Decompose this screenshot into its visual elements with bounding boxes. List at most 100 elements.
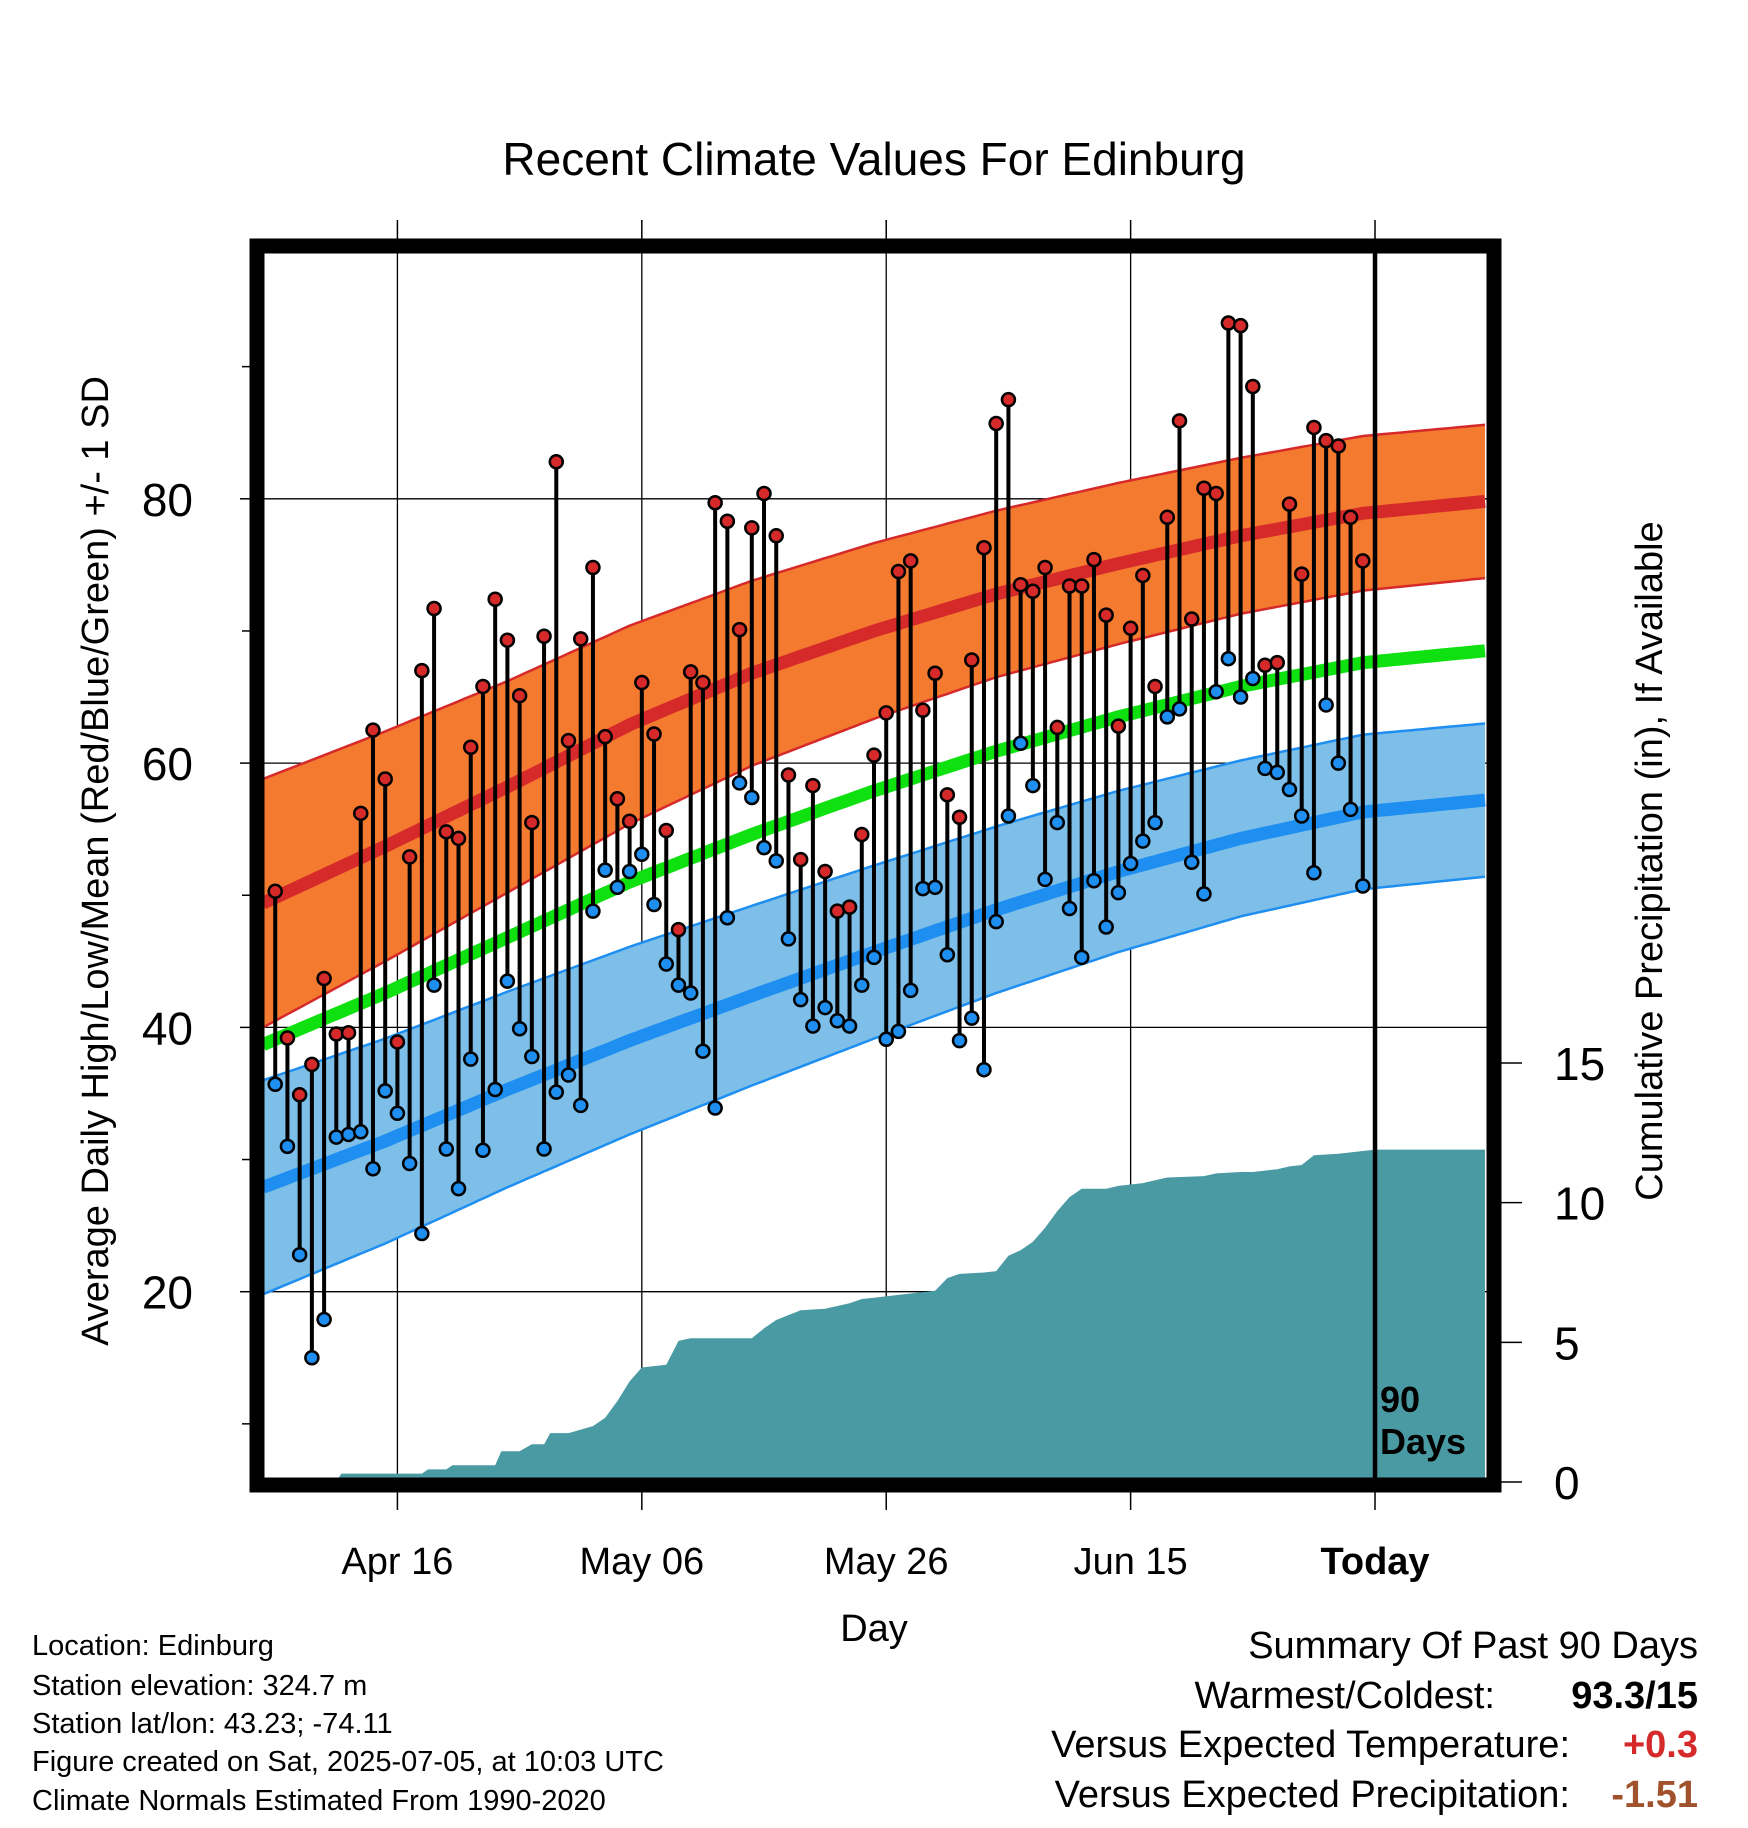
warm-cold-label: Warmest/Coldest: bbox=[1194, 1675, 1495, 1717]
daily-high-point bbox=[1269, 654, 1286, 671]
today-days-label: 90 Days bbox=[1380, 1379, 1466, 1462]
daily-high-point bbox=[401, 849, 418, 865]
summary-title: Summary Of Past 90 Days bbox=[1248, 1625, 1698, 1667]
daily-high-point bbox=[1183, 611, 1200, 627]
daily-high-point bbox=[719, 513, 736, 530]
daily-high-point bbox=[854, 826, 870, 843]
daily-high-point bbox=[291, 1087, 308, 1103]
daily-high-point bbox=[866, 747, 882, 763]
daily-low-point bbox=[939, 946, 956, 963]
daily-high-point bbox=[597, 728, 613, 745]
daily-high-point bbox=[267, 883, 283, 900]
daily-high-point bbox=[414, 662, 430, 679]
daily-low-point bbox=[353, 1124, 369, 1140]
daily-low-point bbox=[609, 879, 626, 896]
low-sd-lower-line bbox=[264, 875, 1486, 1296]
y-tick-label: 20 bbox=[142, 1267, 193, 1319]
daily-low-point bbox=[438, 1141, 455, 1157]
daily-high-point bbox=[731, 621, 748, 638]
daily-high-point bbox=[1135, 567, 1151, 584]
normals-text: Climate Normals Estimated From 1990-2020 bbox=[32, 1785, 606, 1817]
daily-low-point bbox=[792, 991, 809, 1008]
daily-high-point bbox=[1171, 413, 1188, 429]
daily-high-point bbox=[328, 1026, 345, 1042]
daily-low-point bbox=[1086, 872, 1102, 889]
daily-low-point bbox=[1293, 808, 1310, 824]
daily-high-point bbox=[951, 809, 968, 826]
daily-low-point bbox=[854, 977, 870, 993]
daily-high-point bbox=[792, 851, 809, 868]
daily-low-point bbox=[304, 1350, 320, 1366]
daily-low-point bbox=[817, 999, 833, 1016]
daily-low-point bbox=[597, 862, 613, 878]
daily-low-point bbox=[1122, 855, 1139, 872]
daily-low-point bbox=[1110, 884, 1127, 901]
y2-tick-label: 5 bbox=[1554, 1317, 1580, 1369]
daily-low-point bbox=[279, 1138, 296, 1155]
daily-high-point bbox=[988, 415, 1004, 432]
daily-low-point bbox=[890, 1023, 907, 1040]
daily-low-point bbox=[768, 853, 784, 869]
daily-high-point bbox=[902, 553, 919, 569]
daily-low-point bbox=[1232, 689, 1249, 705]
daily-high-point bbox=[780, 767, 797, 783]
daily-low-point bbox=[291, 1246, 308, 1263]
y2-tick-label: 10 bbox=[1554, 1178, 1605, 1230]
daily-low-point bbox=[487, 1081, 503, 1098]
daily-low-point bbox=[866, 949, 882, 966]
low-sd-band bbox=[264, 723, 1485, 1294]
daily-high-point bbox=[915, 702, 931, 718]
daily-high-point bbox=[1220, 315, 1237, 331]
daily-high-point bbox=[572, 631, 589, 647]
daily-low-point bbox=[365, 1161, 381, 1177]
daily-high-point bbox=[511, 687, 528, 704]
daily-high-point bbox=[340, 1024, 357, 1041]
daily-low-point bbox=[560, 1067, 577, 1083]
daily-high-point bbox=[304, 1056, 320, 1073]
daily-low-point bbox=[328, 1129, 345, 1145]
normal-high-line bbox=[264, 494, 1486, 910]
x-tick-label: May 06 bbox=[580, 1541, 705, 1583]
daily-low-point bbox=[964, 1010, 980, 1026]
daily-low-point bbox=[1159, 709, 1176, 725]
daily-high-point bbox=[438, 824, 455, 840]
daily-low-point bbox=[670, 977, 687, 993]
daily-high-point bbox=[536, 628, 552, 644]
created-text: Figure created on Sat, 2025-07-05, at 10… bbox=[32, 1746, 664, 1778]
daily-high-point bbox=[1073, 578, 1090, 594]
daily-high-point bbox=[1355, 553, 1371, 569]
precip-diff-label: Versus Expected Precipitation: bbox=[1054, 1774, 1570, 1816]
daily-high-point bbox=[1012, 576, 1029, 593]
high-sd-lower-line bbox=[264, 576, 1486, 1029]
daily-high-point bbox=[805, 777, 821, 794]
y2-tick-label: 15 bbox=[1554, 1038, 1605, 1090]
plot-area bbox=[264, 253, 1486, 1478]
daily-high-point bbox=[548, 454, 565, 470]
daily-high-point bbox=[976, 539, 992, 556]
daily-high-point bbox=[756, 485, 772, 502]
daily-high-point bbox=[1110, 718, 1127, 734]
daily-low-point bbox=[1342, 801, 1359, 818]
daily-high-point bbox=[621, 813, 638, 829]
daily-high-point bbox=[890, 563, 907, 580]
daily-high-point bbox=[499, 632, 516, 648]
daily-low-point bbox=[1330, 755, 1347, 771]
daily-low-point bbox=[1135, 833, 1151, 849]
daily-high-point bbox=[609, 791, 626, 807]
daily-high-point bbox=[927, 665, 943, 681]
daily-high-point bbox=[1098, 607, 1114, 623]
daily-high-point bbox=[365, 722, 381, 738]
daily-low-point bbox=[976, 1061, 992, 1078]
daily-high-point bbox=[450, 830, 467, 847]
daily-high-point bbox=[316, 970, 332, 987]
daily-high-point bbox=[695, 674, 711, 691]
daily-high-point bbox=[682, 664, 699, 680]
daily-low-point bbox=[1098, 919, 1114, 935]
daily-low-point bbox=[1281, 781, 1298, 798]
daily-low-point bbox=[1049, 814, 1066, 831]
daily-high-point bbox=[377, 771, 393, 787]
daily-low-point bbox=[548, 1084, 565, 1100]
latlon-text: Station lat/lon: 43.23; -74.11 bbox=[32, 1708, 393, 1740]
daily-low-point bbox=[841, 1018, 858, 1034]
